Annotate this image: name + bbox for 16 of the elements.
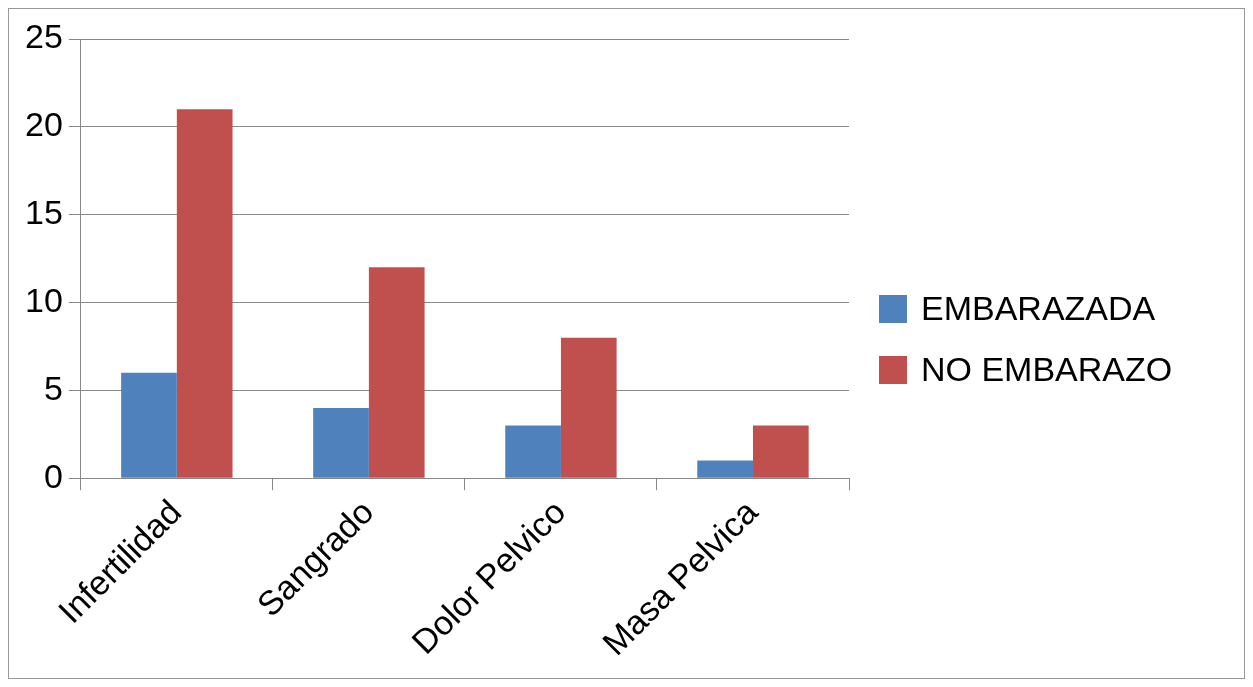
y-tick-label: 15 bbox=[24, 193, 63, 232]
legend-label: NO EMBARAZO bbox=[921, 350, 1173, 389]
y-tick-label: 10 bbox=[24, 280, 63, 319]
bar bbox=[697, 460, 753, 478]
bar bbox=[752, 425, 809, 478]
legend-label: EMBARAZADA bbox=[921, 289, 1156, 328]
y-tick-label: 5 bbox=[43, 368, 63, 407]
bar bbox=[313, 407, 369, 478]
y-tick-label: 20 bbox=[24, 105, 63, 144]
bar bbox=[560, 337, 617, 478]
bar bbox=[176, 109, 233, 478]
bar bbox=[368, 267, 425, 478]
bar bbox=[121, 372, 177, 478]
y-tick-label: 0 bbox=[43, 456, 63, 495]
bar bbox=[505, 425, 561, 478]
y-tick-label: 25 bbox=[24, 17, 63, 56]
